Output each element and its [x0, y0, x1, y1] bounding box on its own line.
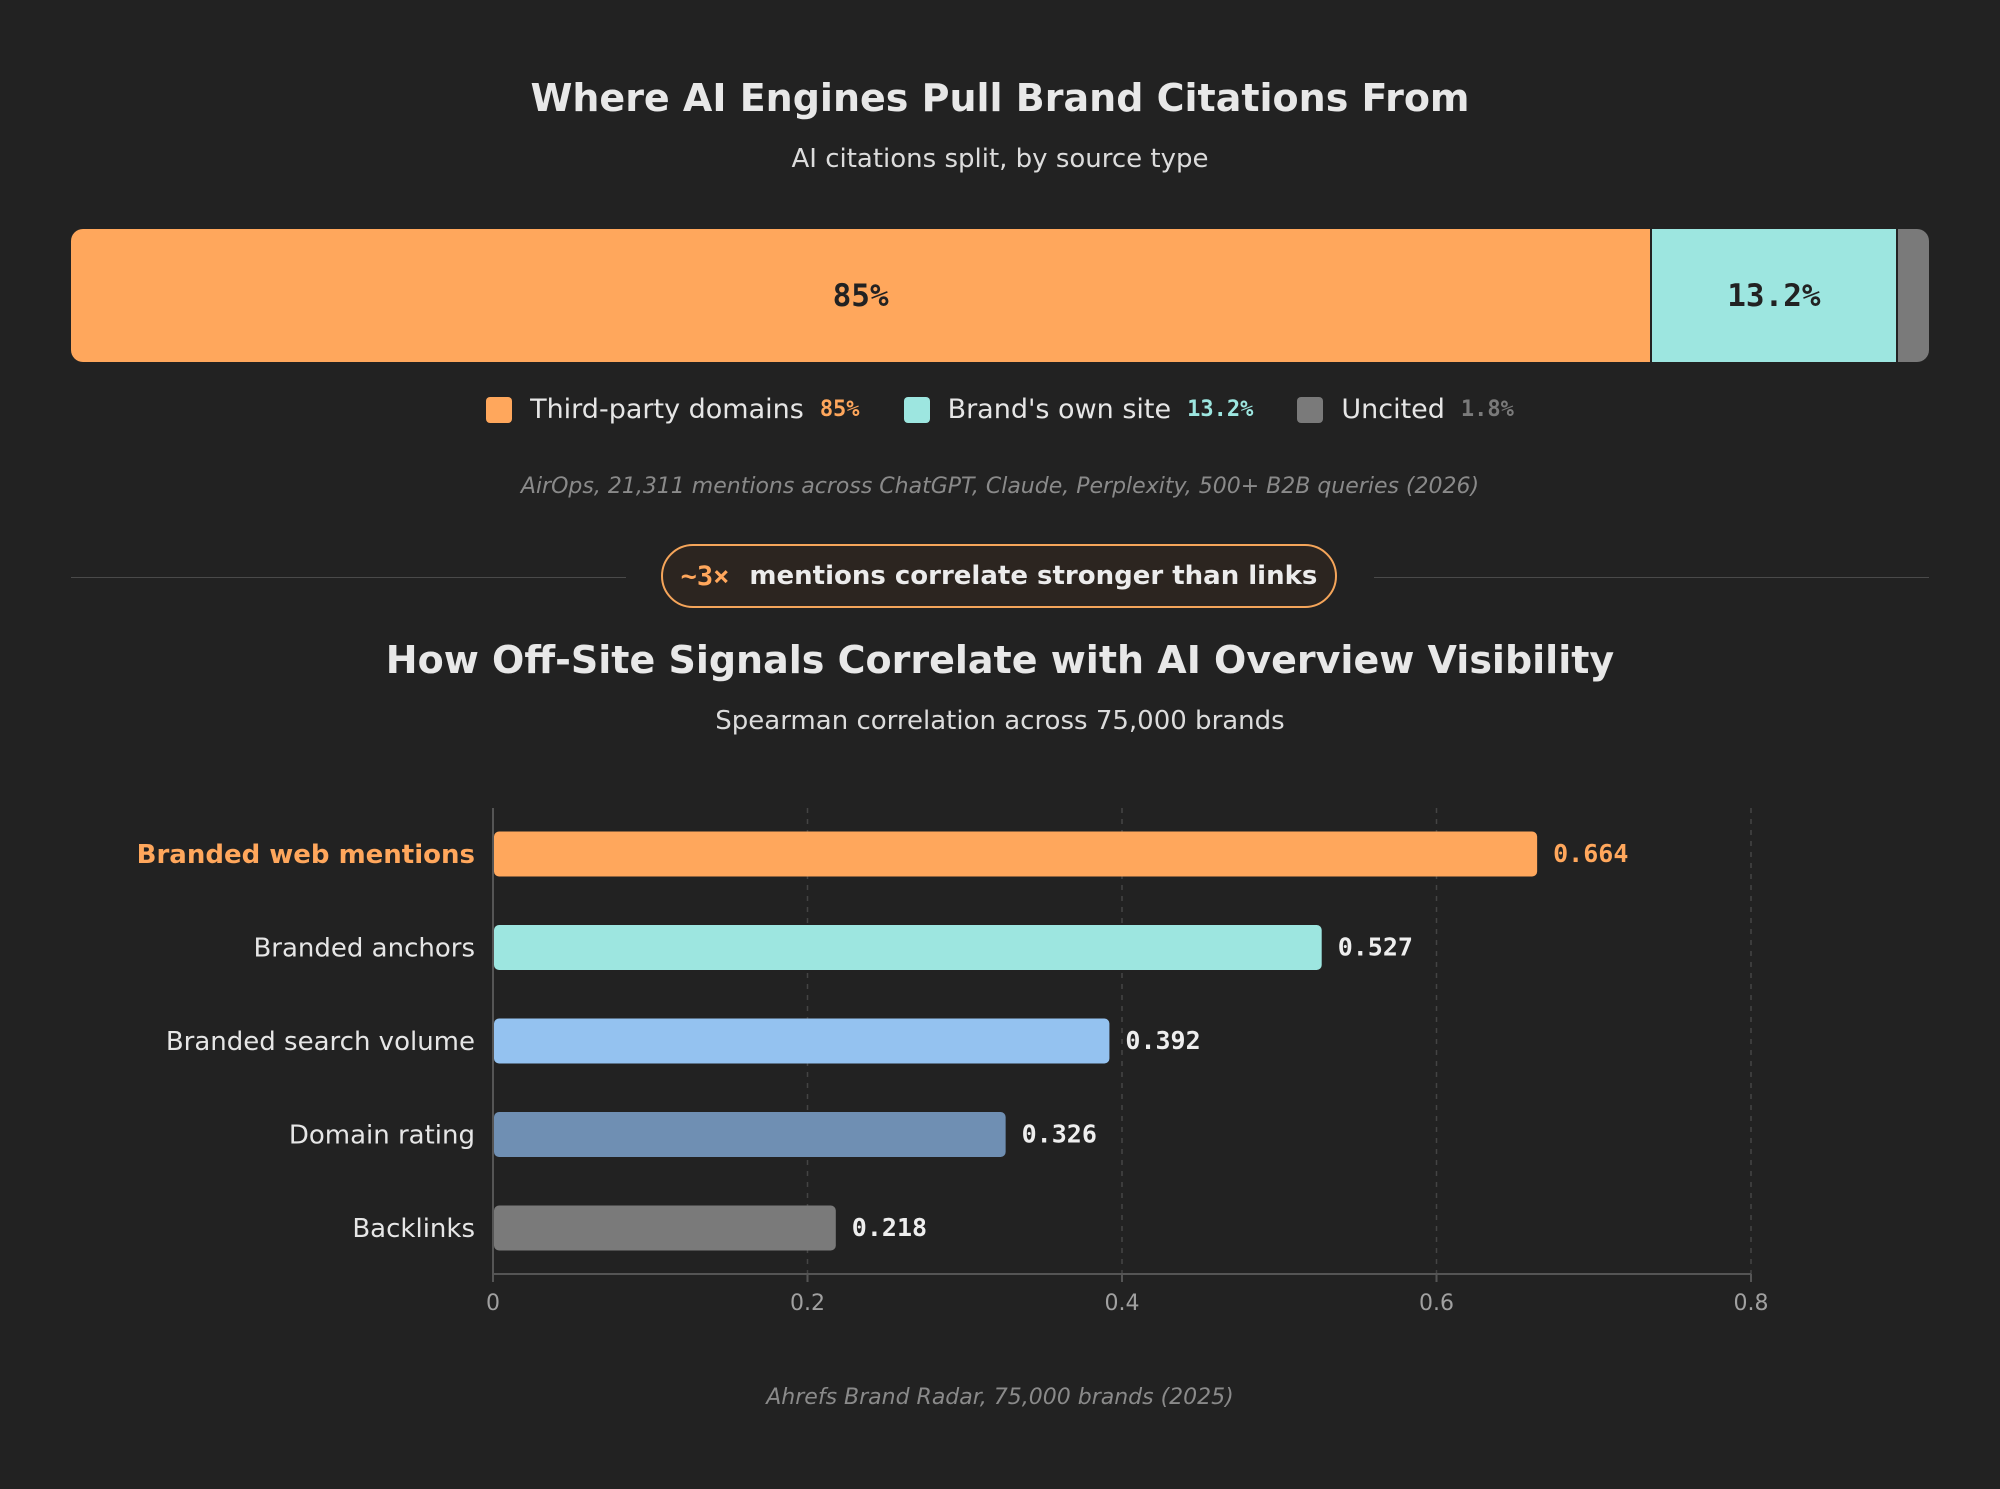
legend-swatch — [1297, 396, 1324, 423]
source-note-citations: AirOps, 21,311 mentions across ChatGPT, … — [520, 474, 1480, 499]
bar — [494, 925, 1322, 970]
legend-item-1: Brand's own site 13.2% — [903, 394, 1254, 425]
stacked-segment-1: 13.2% — [1650, 229, 1896, 362]
x-tick-label: 0.8 — [1734, 1291, 1769, 1316]
legend-value: 1.8% — [1460, 397, 1514, 422]
chart-subtitle-correlation: Spearman correlation across 75,000 brand… — [715, 706, 1285, 736]
x-tick-label: 0 — [486, 1291, 500, 1316]
bar — [494, 1112, 1006, 1157]
citation-legend: Third-party domains 85% Brand's own site 13… — [0, 394, 2000, 425]
callout-badge: ~3× mentions correlate stronger than lin… — [661, 544, 1337, 608]
callout-text: mentions correlate stronger than links — [749, 561, 1318, 591]
category-label: Branded search volume — [166, 1027, 475, 1057]
legend-swatch — [903, 396, 930, 423]
value-label: 0.326 — [1022, 1120, 1097, 1149]
value-label: 0.392 — [1125, 1026, 1200, 1055]
value-label: 0.218 — [852, 1213, 927, 1242]
divider-left — [71, 577, 626, 578]
stacked-segment-0: 85% — [71, 229, 1651, 362]
legend-label: Third-party domains — [530, 394, 804, 425]
callout-highlight: ~3× — [680, 560, 730, 592]
source-note-correlation: Ahrefs Brand Radar, 75,000 brands (2025) — [766, 1385, 1234, 1410]
bar — [494, 1018, 1110, 1064]
value-label: 0.527 — [1338, 933, 1413, 962]
bar — [494, 831, 1538, 877]
divider-right — [1374, 577, 1929, 578]
legend-item-0: Third-party domains 85% — [486, 394, 860, 425]
x-tick-label: 0.2 — [790, 1291, 825, 1316]
chart-subtitle-citations: AI citations split, by source type — [791, 144, 1209, 174]
legend-item-2: Uncited 1.8% — [1297, 394, 1514, 425]
stacked-citation-bar: 85% 13.2% — [71, 229, 1929, 362]
stacked-segment-label: 85% — [832, 277, 889, 314]
x-tick-label: 0.4 — [1105, 1291, 1140, 1316]
stacked-segment-2 — [1895, 229, 1929, 362]
value-label: 0.664 — [1553, 839, 1628, 868]
legend-label: Uncited — [1341, 394, 1445, 425]
chart-title-citations: Where AI Engines Pull Brand Citations Fr… — [530, 76, 1470, 120]
legend-value: 85% — [819, 397, 860, 422]
stacked-segment-label: 13.2% — [1727, 277, 1821, 314]
chart-title-correlation: How Off-Site Signals Correlate with AI O… — [385, 638, 1615, 682]
legend-value: 13.2% — [1187, 397, 1254, 422]
category-label: Backlinks — [352, 1214, 475, 1244]
legend-swatch — [486, 396, 513, 423]
category-label: Branded anchors — [253, 934, 475, 964]
legend-label: Brand's own site — [947, 394, 1172, 425]
category-label: Domain rating — [289, 1121, 475, 1151]
category-label: Branded web mentions — [137, 840, 475, 870]
x-tick-label: 0.6 — [1419, 1291, 1454, 1316]
bar — [494, 1205, 836, 1251]
correlation-bar-chart: 0 0.2 0.4 0.6 0.8 Branded web mentions 0.664 Br… — [137, 808, 1769, 1316]
